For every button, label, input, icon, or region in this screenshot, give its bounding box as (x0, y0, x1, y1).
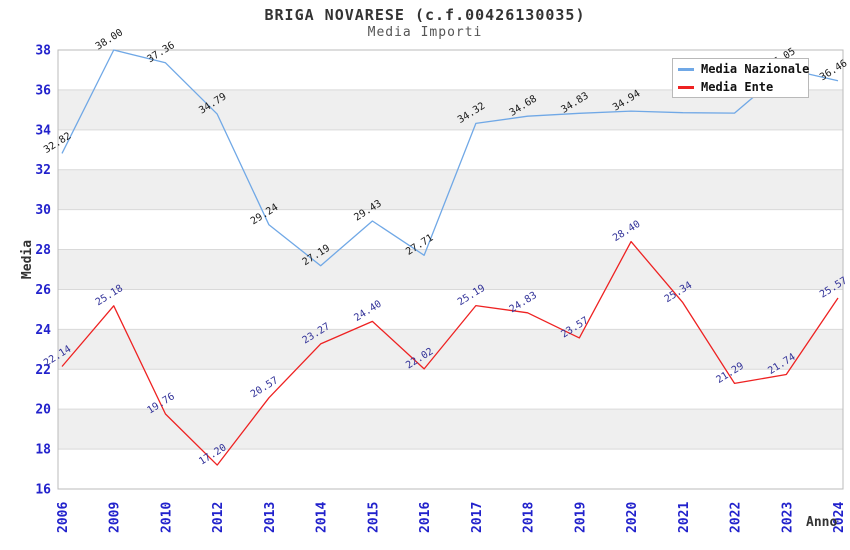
x-tick-label: 2010 (159, 502, 174, 533)
y-tick-label: 32 (35, 163, 51, 178)
legend-swatch-red-line-icon (678, 85, 694, 89)
plot-border (57, 49, 844, 490)
x-tick-label: 2014 (315, 502, 330, 533)
x-tick-label: 2009 (108, 502, 123, 533)
series-line-media-nazionale (61, 49, 839, 267)
x-axis-title: Anno (806, 515, 838, 530)
y-tick-label: 24 (35, 323, 51, 338)
x-tick-label: 2016 (418, 502, 433, 533)
y-tick-label: 36 (35, 83, 51, 98)
grid-band (58, 209, 843, 250)
grid-band (58, 289, 843, 330)
legend-swatch-blue-line-icon (678, 67, 694, 71)
y-tick-label: 16 (35, 483, 51, 498)
grid-band (58, 129, 843, 170)
x-tick-label: 2019 (573, 502, 588, 533)
grid-band (58, 369, 843, 410)
x-tick-label: 2015 (366, 502, 381, 533)
series-line-media-ente (61, 240, 839, 466)
x-tick-label: 2022 (729, 502, 744, 533)
y-tick-label: 28 (35, 243, 51, 258)
grid-band (58, 249, 843, 290)
x-tick-label: 2023 (780, 502, 795, 533)
legend: Media Nazionale Media Ente (672, 58, 809, 98)
grid-band (58, 409, 843, 450)
x-tick-label: 2006 (56, 502, 71, 533)
y-tick-label: 30 (35, 203, 51, 218)
x-tick-label: 2024 (832, 502, 847, 533)
chart-subtitle: Media Importi (367, 25, 483, 40)
y-tick-label: 34 (35, 123, 51, 138)
x-tick-label: 2013 (263, 502, 278, 533)
x-tick-label: 2020 (625, 502, 640, 533)
chart-title: BRIGA NOVARESE (c.f.00426130035) (264, 6, 586, 24)
x-tick-label: 2018 (522, 502, 537, 533)
y-tick-label: 20 (35, 403, 51, 418)
legend-item-media-ente: Media Ente (678, 80, 808, 94)
y-tick-label: 22 (35, 363, 51, 378)
y-axis-title: Media (20, 239, 36, 280)
x-tick-label: 2012 (211, 502, 226, 533)
legend-label: Media Ente (701, 80, 774, 94)
grid-band (58, 449, 843, 489)
legend-item-media-nazionale: Media Nazionale (678, 62, 810, 76)
y-tick-label: 18 (35, 443, 51, 458)
x-tick-label: 2017 (470, 502, 485, 533)
legend-label: Media Nazionale (701, 62, 810, 76)
y-tick-label: 38 (35, 44, 51, 59)
grid-band (58, 329, 843, 370)
x-tick-label: 2021 (677, 502, 692, 533)
y-tick-label: 26 (35, 283, 51, 298)
